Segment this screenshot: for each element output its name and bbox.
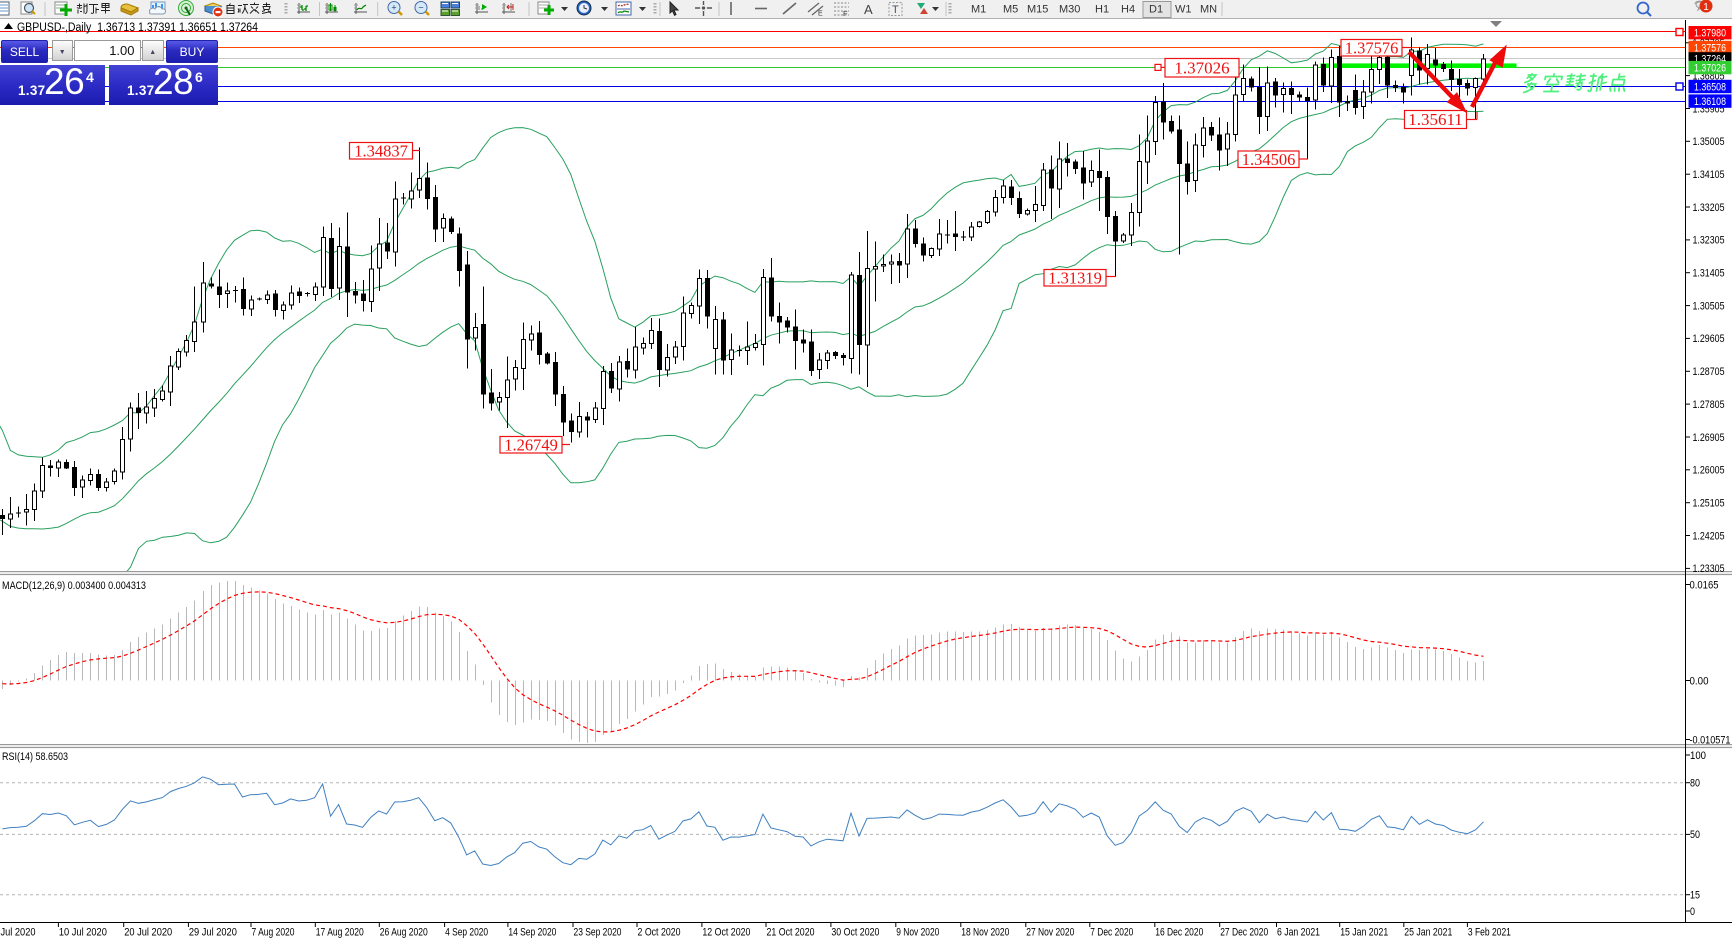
svg-text:1.29605: 1.29605 — [1693, 333, 1725, 345]
svg-text:-0.010571: -0.010571 — [1690, 734, 1731, 746]
svg-text:14 Sep 2020: 14 Sep 2020 — [508, 927, 556, 939]
svg-text:M15: M15 — [1027, 4, 1048, 16]
svg-text:26 Aug 2020: 26 Aug 2020 — [380, 927, 428, 939]
svg-text:100: 100 — [1690, 750, 1706, 762]
svg-text:1.24205: 1.24205 — [1693, 530, 1725, 542]
svg-text:GBPUSD-,Daily 1.36713 1.37391: GBPUSD-,Daily 1.36713 1.37391 1.36651 1.… — [17, 22, 259, 34]
svg-text:80: 80 — [1690, 778, 1700, 790]
svg-text:F: F — [843, 9, 848, 18]
svg-text:1.37576: 1.37576 — [1345, 38, 1399, 57]
svg-text:RSI(14) 58.6503: RSI(14) 58.6503 — [2, 751, 68, 763]
svg-text:1.36108: 1.36108 — [1694, 96, 1726, 108]
svg-text:1.26749: 1.26749 — [504, 435, 558, 454]
svg-text:1.34506: 1.34506 — [1242, 150, 1296, 169]
svg-text:0: 0 — [1690, 906, 1695, 918]
svg-text:+: + — [391, 3, 396, 13]
svg-text:1.37980: 1.37980 — [1694, 28, 1726, 40]
svg-text:18 Nov 2020: 18 Nov 2020 — [961, 927, 1009, 939]
svg-text:1.36508: 1.36508 — [1694, 81, 1726, 93]
svg-text:29 Jul 2020: 29 Jul 2020 — [189, 927, 237, 939]
svg-text:1.25105: 1.25105 — [1693, 498, 1725, 510]
svg-text:12 Oct 2020: 12 Oct 2020 — [702, 927, 750, 939]
svg-text:1.33205: 1.33205 — [1693, 202, 1725, 214]
svg-text:Jul 2020: Jul 2020 — [1, 927, 36, 939]
svg-text:1.23305: 1.23305 — [1693, 563, 1725, 575]
svg-text:1.28705: 1.28705 — [1693, 366, 1725, 378]
svg-text:1.35005: 1.35005 — [1693, 136, 1725, 148]
svg-text:7 Dec 2020: 7 Dec 2020 — [1090, 927, 1133, 939]
svg-text:1.37026: 1.37026 — [1174, 58, 1229, 77]
svg-text:21 Oct 2020: 21 Oct 2020 — [767, 927, 815, 939]
svg-text:1.27805: 1.27805 — [1693, 399, 1725, 411]
svg-text:6 Jan 2021: 6 Jan 2021 — [1277, 927, 1320, 939]
svg-text:0.00: 0.00 — [1690, 675, 1709, 687]
svg-text:17 Aug 2020: 17 Aug 2020 — [316, 927, 364, 939]
svg-text:1.37576: 1.37576 — [1694, 42, 1726, 54]
svg-text:27 Nov 2020: 27 Nov 2020 — [1026, 927, 1074, 939]
svg-text:MN: MN — [1200, 4, 1217, 16]
svg-text:T: T — [892, 4, 899, 16]
svg-text:D1: D1 — [1149, 4, 1163, 16]
svg-text:M30: M30 — [1059, 4, 1080, 16]
svg-text:1.31405: 1.31405 — [1693, 268, 1725, 280]
svg-text:1: 1 — [1703, 2, 1709, 13]
svg-text:1.32305: 1.32305 — [1693, 235, 1725, 247]
svg-text:1.37264: 1.37264 — [1694, 54, 1726, 66]
svg-text:1.30505: 1.30505 — [1693, 300, 1725, 312]
svg-text:M1: M1 — [971, 4, 986, 16]
svg-text:M5: M5 — [1003, 4, 1018, 16]
svg-text:H4: H4 — [1121, 4, 1135, 16]
svg-text:2 Oct 2020: 2 Oct 2020 — [638, 927, 681, 939]
svg-text:1.37026: 1.37026 — [1694, 62, 1726, 74]
svg-text:4 Sep 2020: 4 Sep 2020 — [445, 927, 488, 939]
svg-text:W1: W1 — [1175, 4, 1192, 16]
svg-text:A: A — [864, 2, 873, 17]
svg-text:MACD(12,26,9) 0.003400 0.00431: MACD(12,26,9) 0.003400 0.004313 — [2, 580, 146, 592]
svg-text:1.34105: 1.34105 — [1693, 169, 1725, 181]
svg-text:15 Jan 2021: 15 Jan 2021 — [1340, 927, 1388, 939]
svg-text:1.26905: 1.26905 — [1693, 432, 1725, 444]
svg-text:1.35611: 1.35611 — [1408, 110, 1463, 129]
svg-text:10 Jul 2020: 10 Jul 2020 — [59, 927, 107, 939]
svg-text:30 Oct 2020: 30 Oct 2020 — [831, 927, 879, 939]
svg-text:50: 50 — [1690, 829, 1700, 841]
svg-text:1.31319: 1.31319 — [1048, 268, 1102, 287]
svg-text:20 Jul 2020: 20 Jul 2020 — [124, 927, 172, 939]
svg-text:3 Feb 2021: 3 Feb 2021 — [1468, 927, 1511, 939]
svg-text:7 Aug 2020: 7 Aug 2020 — [252, 927, 295, 939]
svg-text:27 Dec 2020: 27 Dec 2020 — [1220, 927, 1268, 939]
svg-text:23 Sep 2020: 23 Sep 2020 — [574, 927, 622, 939]
svg-text:25 Jan 2021: 25 Jan 2021 — [1404, 927, 1452, 939]
svg-text:E: E — [818, 11, 823, 18]
svg-text:1.34837: 1.34837 — [354, 141, 408, 160]
svg-text:16 Dec 2020: 16 Dec 2020 — [1155, 927, 1203, 939]
svg-text:0.0165: 0.0165 — [1690, 579, 1719, 591]
svg-text:15: 15 — [1690, 890, 1700, 902]
svg-text:9 Nov 2020: 9 Nov 2020 — [896, 927, 939, 939]
svg-text:H1: H1 — [1095, 4, 1109, 16]
svg-text:1.26005: 1.26005 — [1693, 465, 1725, 477]
svg-text:−: − — [418, 3, 423, 13]
